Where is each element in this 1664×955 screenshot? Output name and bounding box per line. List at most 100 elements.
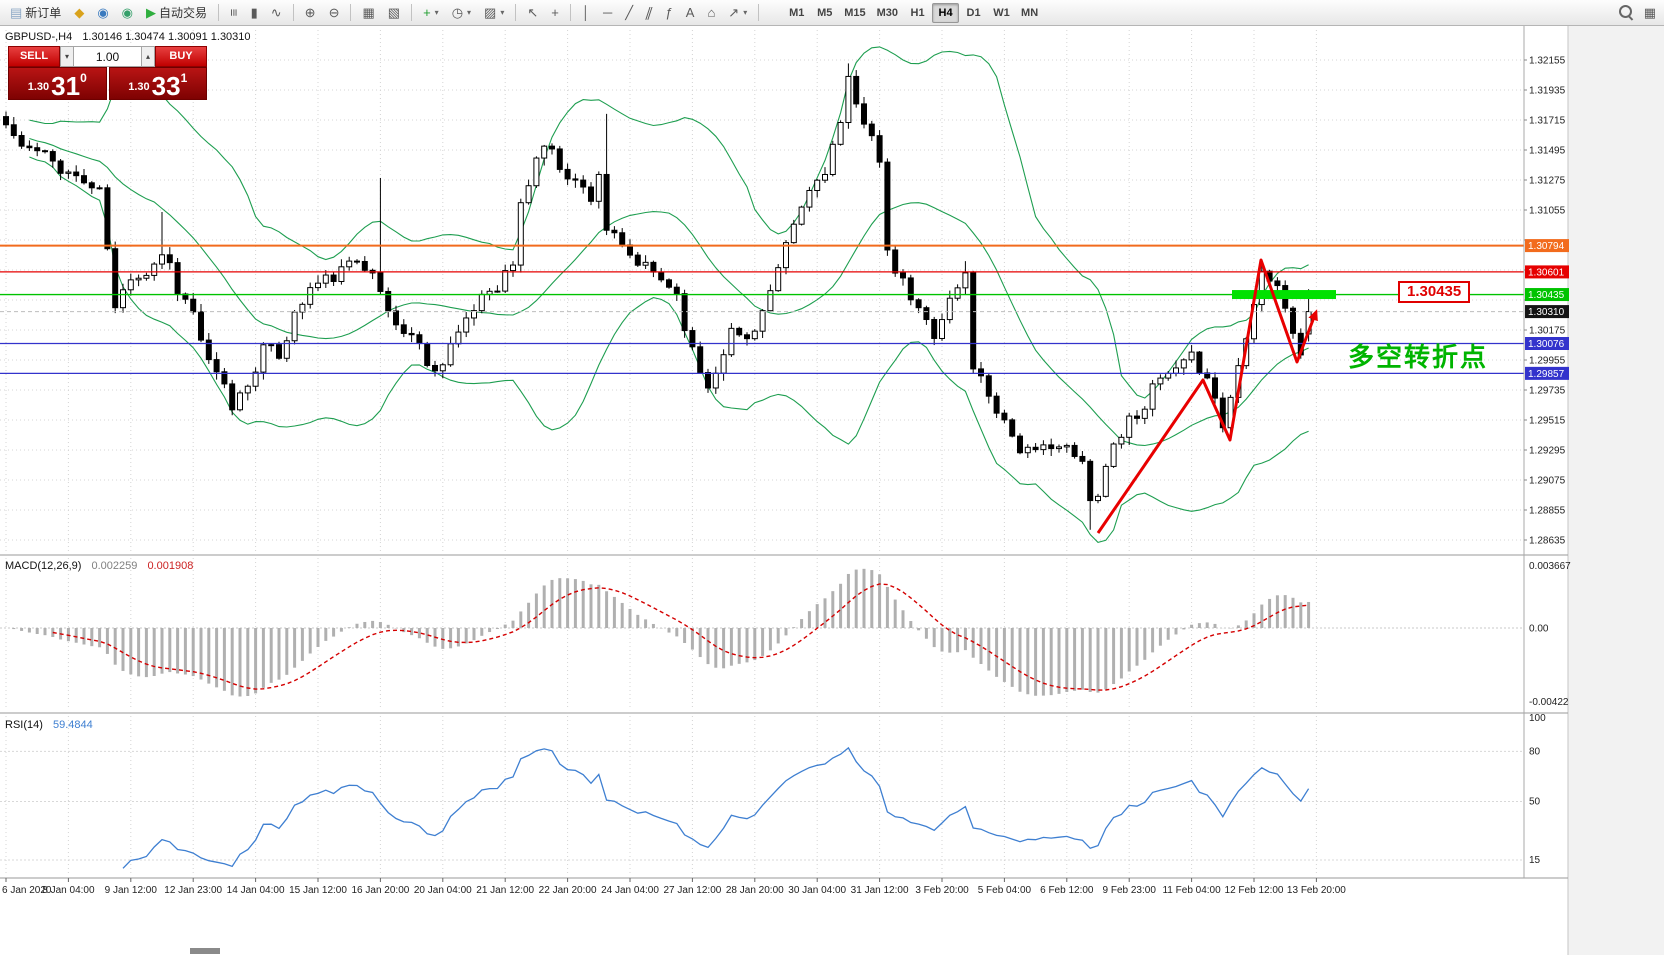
timeframe-m1[interactable]: M1	[783, 3, 810, 23]
ohlc-values: 1.30146 1.30474 1.30091 1.30310	[82, 31, 251, 43]
candlestick-chart-button[interactable]: ▮	[245, 2, 264, 24]
zoom-out-button[interactable]: ⊖	[323, 2, 346, 24]
svg-text:5 Feb 04:00: 5 Feb 04:00	[978, 885, 1032, 896]
fibonacci-button[interactable]: ƒ	[660, 2, 679, 24]
templates-icon: ▨	[484, 5, 497, 20]
trend-zigzag-arrow[interactable]	[1096, 258, 1318, 534]
svg-text:20 Jan 04:00: 20 Jan 04:00	[414, 885, 472, 896]
chart-search-icon[interactable]	[1618, 4, 1634, 20]
bar-chart-button[interactable]: ≡	[224, 2, 244, 24]
cascade-windows-icon: ▧	[387, 5, 401, 20]
dropdown-caret-icon: ▾	[743, 8, 748, 17]
volume-up-button[interactable]: ▴	[141, 46, 155, 67]
buy-price-prefix: 1.30	[128, 81, 150, 93]
buy-price-display[interactable]: 1.30 33 1	[108, 67, 207, 101]
timeframe-m5[interactable]: M5	[811, 3, 838, 23]
text-button[interactable]: A	[680, 2, 701, 24]
channel-button[interactable]: ∥	[640, 2, 659, 24]
svg-text:1.29857: 1.29857	[1528, 369, 1565, 380]
vertical-line-icon: │	[581, 5, 590, 20]
svg-text:1.31495: 1.31495	[1529, 146, 1566, 157]
timeframe-d1[interactable]: D1	[960, 3, 987, 23]
periods-button[interactable]: ◷ ▾	[446, 2, 477, 24]
highlight-zone[interactable]	[1232, 290, 1336, 300]
svg-text:22 Jan 20:00: 22 Jan 20:00	[539, 885, 597, 896]
line-chart-icon: ∿	[270, 5, 282, 20]
horizontal-levels[interactable]	[0, 244, 1524, 375]
sell-button[interactable]: SELL	[8, 46, 60, 67]
new-order-button[interactable]: ▤ 新订单	[4, 2, 67, 24]
svg-text:1.29075: 1.29075	[1529, 476, 1566, 487]
profile-button[interactable]: ◉	[91, 2, 114, 24]
timeframe-mn[interactable]: MN	[1016, 3, 1043, 23]
line-chart-button[interactable]: ∿	[265, 2, 288, 24]
timeframe-h4[interactable]: H4	[932, 2, 960, 23]
toolbar-separator	[758, 4, 760, 21]
crosshair-button[interactable]: +	[545, 2, 565, 24]
auto-trading-button[interactable]: ▶ 自动交易	[140, 2, 213, 24]
dropdown-caret-icon: ▾	[467, 8, 472, 17]
sell-price-prefix: 1.30	[27, 81, 50, 93]
price-tag-1.30076	[1525, 337, 1569, 350]
chart-window-bg	[0, 26, 1568, 955]
timeframe-h1[interactable]: H1	[904, 3, 931, 23]
tile-windows-icon: ▦	[362, 5, 375, 20]
price-tag-1.30601	[1525, 265, 1569, 279]
alerts-icon: ◆	[74, 5, 85, 20]
toolbar: ▤ 新订单 ◆ ◉ ◉ ▶ 自动交易 ≡ ▮ ∿ ⊕ ⊖ ▦ ▧ + ▾ ◷ ▾ ▨ ▾ ↖ + │ ─ ╱ ∥ ƒ A ⌂ ↗ ▾ M1 M…	[0, 0, 1664, 26]
volume-down-button[interactable]: ▾	[60, 46, 74, 67]
indicators-button[interactable]: + ▾	[417, 2, 445, 24]
svg-text:27 Jan 12:00: 27 Jan 12:00	[663, 885, 721, 896]
cascade-windows-button[interactable]: ▧	[382, 2, 406, 24]
horizontal-line-button[interactable]: ─	[597, 2, 618, 24]
tile-windows-button[interactable]: ▦	[356, 2, 380, 24]
svg-text:1.30794: 1.30794	[1528, 241, 1565, 252]
bollinger-bands	[29, 46, 1309, 544]
vertical-line-button[interactable]: │	[576, 2, 596, 24]
arrows-button[interactable]: ↗ ▾	[722, 2, 753, 24]
price-tag-1.30794	[1525, 239, 1569, 253]
horizontal-scrollbar-thumb[interactable]	[190, 948, 220, 954]
price-scale[interactable]: 1.32155 1.31935 1.31715 1.31495 1.31275 1.310…	[1523, 26, 1571, 878]
crosshair-icon: +	[551, 5, 559, 20]
zoom-out-icon: ⊖	[328, 5, 340, 20]
trendline-button[interactable]: ╱	[619, 2, 639, 24]
toolbar-separator	[515, 4, 517, 21]
sell-price-display[interactable]: 1.30 31 0	[8, 67, 107, 100]
rsi-line	[122, 746, 1310, 869]
trade-panel-top-row: SELL ▾ ▴ BUY	[8, 46, 207, 67]
market-button[interactable]: ◉	[116, 2, 139, 24]
templates-button[interactable]: ▨ ▾	[478, 2, 510, 24]
channel-icon: ∥	[643, 5, 655, 20]
label-button[interactable]: ⌂	[701, 2, 721, 24]
timeframe-w1[interactable]: W1	[988, 3, 1015, 23]
new-order-icon: ▤	[10, 5, 23, 20]
timeframe-m30[interactable]: M30	[872, 3, 903, 23]
svg-text:24 Jan 04:00: 24 Jan 04:00	[601, 885, 659, 896]
volume-input[interactable]	[74, 46, 141, 67]
right-margin	[1568, 26, 1664, 955]
alerts-button[interactable]: ◆	[68, 2, 90, 24]
turning-point-note[interactable]: 多空转折点	[1348, 342, 1489, 372]
svg-text:9 Jan 12:00: 9 Jan 12:00	[105, 885, 158, 896]
rsi-title: RSI(14)	[5, 719, 43, 731]
timeframe-m15[interactable]: M15	[839, 3, 870, 23]
zoom-in-button[interactable]: ⊕	[299, 2, 322, 24]
fibonacci-icon: ƒ	[665, 5, 673, 20]
svg-text:30 Jan 04:00: 30 Jan 04:00	[788, 885, 846, 896]
price-callout-label[interactable]: 1.30435	[1398, 281, 1471, 303]
macd-title: MACD(12,26,9)	[5, 560, 82, 572]
window-list-icon[interactable]: ▦	[1643, 4, 1656, 20]
buy-price-big: 33	[151, 70, 181, 101]
macd-main-value: 0.002259	[91, 560, 138, 572]
svg-text:1.29955: 1.29955	[1529, 356, 1566, 367]
svg-text:28 Jan 20:00: 28 Jan 20:00	[726, 885, 784, 896]
buy-button[interactable]: BUY	[155, 46, 207, 67]
rsi-indicator-header: RSI(14) 59.4844	[5, 719, 93, 731]
cursor-button[interactable]: ↖	[521, 2, 544, 24]
svg-text:15: 15	[1529, 855, 1541, 866]
svg-text:8 Jan 04:00: 8 Jan 04:00	[42, 885, 95, 896]
profile-icon: ◉	[97, 5, 109, 20]
